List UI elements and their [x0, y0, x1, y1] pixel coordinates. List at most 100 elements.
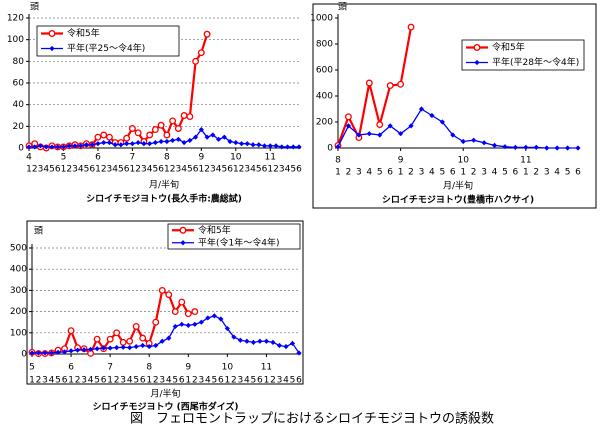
x-tick-label: 1: [95, 165, 101, 175]
x-tick-label: 3: [81, 376, 87, 386]
x-tick-label: 5: [153, 165, 159, 175]
x-tick-label: 6: [179, 376, 185, 386]
data-point: [101, 139, 107, 146]
x-tick-label: 4: [112, 165, 118, 175]
legend-label: 平年(平25～令4年): [67, 42, 145, 54]
x-tick-label: 4: [285, 165, 291, 175]
data-point: [377, 132, 383, 138]
data-point: [502, 144, 508, 150]
x-tick-label: 1: [264, 376, 270, 386]
data-point: [197, 49, 205, 57]
data-point: [101, 345, 107, 351]
y-unit: 頭: [34, 226, 43, 237]
data-point: [113, 329, 121, 337]
data-point: [192, 134, 199, 140]
data-point: [283, 343, 289, 350]
x-tick-label: 4: [78, 165, 84, 175]
data-point: [179, 321, 185, 327]
x-group-label: 5: [61, 153, 67, 163]
data-point: [107, 345, 113, 351]
data-point: [267, 143, 273, 149]
series-line: [337, 108, 578, 149]
x-tick-label: 6: [575, 168, 581, 178]
data-point: [35, 350, 42, 356]
x-tick-label: 2: [101, 165, 107, 175]
data-point: [106, 335, 114, 343]
data-point: [429, 112, 435, 119]
x-tick-label: 1: [26, 165, 32, 175]
x-tick-label: 1: [460, 168, 466, 178]
data-point: [296, 144, 302, 150]
legend-label: 平年(平28年～令4年): [492, 56, 579, 68]
data-point: [398, 131, 404, 137]
data-point: [237, 337, 243, 343]
legend-marker: [179, 226, 187, 234]
data-point: [55, 349, 61, 355]
data-point: [147, 141, 153, 147]
data-point: [151, 126, 159, 134]
y-unit: 頭: [338, 2, 347, 13]
data-point: [386, 82, 394, 90]
x-group-label: 8: [335, 156, 341, 166]
data-point: [43, 144, 49, 150]
x-tick-label: 6: [55, 165, 61, 175]
y-tick-label: 0: [327, 144, 333, 154]
x-tick-label: 4: [147, 165, 153, 175]
y-tick-label: 0: [18, 144, 24, 154]
x-tick-label: 5: [211, 376, 217, 386]
data-point: [139, 334, 147, 342]
x-tick-label: 3: [141, 165, 147, 175]
data-point: [233, 139, 239, 146]
x-tick-label: 6: [62, 376, 68, 386]
x-tick-label: 2: [533, 168, 539, 178]
data-point: [174, 125, 182, 132]
data-point: [221, 134, 227, 140]
x-group-label: 8: [164, 153, 170, 163]
data-point: [178, 298, 186, 306]
data-point: [296, 350, 302, 356]
data-point: [153, 342, 159, 349]
x-tick-label: 1: [523, 168, 529, 178]
data-point: [128, 125, 136, 132]
data-point: [181, 139, 187, 146]
x-tick-label: 5: [84, 165, 90, 175]
x-tick-label: 2: [170, 165, 176, 175]
data-point: [169, 117, 177, 125]
data-point: [365, 79, 373, 87]
x-group-label: 9: [398, 156, 404, 166]
y-tick-label: 0: [21, 350, 27, 360]
x-tick-label: 4: [205, 376, 211, 386]
data-point: [397, 80, 405, 88]
y-tick-label: 40: [13, 100, 25, 110]
data-point: [37, 143, 44, 149]
data-point: [180, 112, 188, 119]
data-point: [93, 335, 101, 343]
data-point: [132, 322, 140, 330]
data-point: [376, 121, 384, 129]
x-tick-label: 5: [118, 165, 124, 175]
data-point: [211, 313, 217, 319]
legend-marker: [474, 59, 480, 66]
x-tick-label: 3: [175, 165, 181, 175]
data-point: [250, 142, 256, 148]
x-tick-label: 5: [94, 376, 100, 386]
data-point: [88, 346, 94, 352]
x-tick-label: 3: [419, 168, 425, 178]
x-tick-label: 6: [158, 165, 164, 175]
data-point: [218, 316, 224, 322]
x-tick-label: 6: [218, 376, 224, 386]
data-point: [81, 347, 87, 353]
x-tick-label: 1: [164, 165, 170, 175]
data-point: [29, 350, 35, 356]
data-point: [159, 338, 165, 344]
data-point: [523, 144, 529, 150]
data-point: [273, 143, 279, 149]
x-tick-label: 3: [279, 165, 285, 175]
x-group-label: 6: [68, 363, 74, 373]
x-tick-label: 5: [502, 168, 508, 178]
x-tick-label: 4: [49, 376, 55, 386]
x-tick-label: 1: [146, 376, 152, 386]
